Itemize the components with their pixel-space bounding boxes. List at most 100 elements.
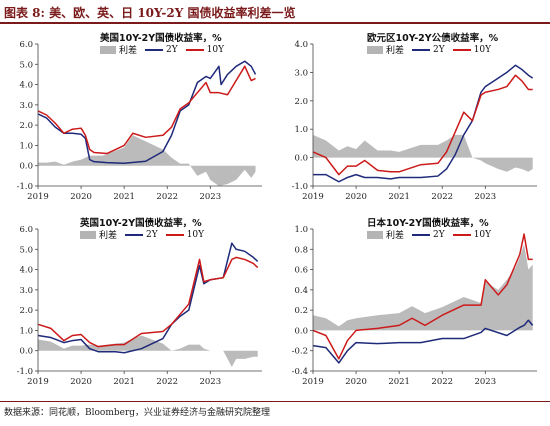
legend-label-10y: 10Y [206,44,225,55]
x-tick-label: 2022 [156,377,178,387]
x-tick-label: 2021 [388,192,410,202]
y-tick-label: 2.0 [294,97,308,107]
y-tick-label: 4.0 [294,40,308,50]
series-2y-line [312,319,534,364]
x-tick-label: 2023 [199,377,221,387]
y-tick-label: 3.0 [19,286,33,296]
legend-label-spread: 利差 [119,46,138,56]
chart-legend-eu: 利差 2Y 10Y [367,43,499,56]
x-tick-label: 2021 [113,377,135,387]
y-tick-label: 1.0 [294,225,308,235]
series-spread-area [313,134,533,172]
x-tick-label: 2020 [345,192,367,202]
legend-item-10y: 10Y [452,229,492,240]
y-tick-label: 0.0 [19,347,33,357]
x-tick-label: 2019 [27,377,49,387]
y-tick-label: 6.0 [19,40,33,50]
legend-label-10y: 10Y [473,229,492,240]
series-10y-line [37,256,259,348]
x-tick-label: 2023 [474,377,496,387]
legend-item-spread: 利差 [80,228,117,241]
y-tick-label: 1.0 [294,125,308,135]
y-tick-label: 0.8 [294,245,308,255]
legend-swatch-10y [165,233,184,236]
y-tick-label: 4.0 [19,81,33,91]
y-tick-label: 6.0 [19,225,33,235]
y-tick-label: 5.0 [19,60,33,70]
legend-label-2y: 2Y [146,229,158,240]
chart-title-jp: 日本10Y-2Y国债收益率，% [367,218,489,229]
y-tick-label: -1.0 [292,182,308,192]
legend-swatch-2y [145,48,164,51]
legend-label-2y: 2Y [433,44,445,55]
legend-item-10y: 10Y [452,44,492,55]
x-tick-label: 2020 [70,377,92,387]
legend-label-10y: 10Y [473,44,492,55]
y-tick-label: 3.0 [294,68,308,78]
series-spread-area [38,335,258,367]
chart-title-eu: 欧元区10Y-2Y公债收益率，% [367,33,499,44]
y-tick-label: 1.0 [19,141,33,151]
legend-swatch-2y [412,48,431,51]
y-tick-label: 2.0 [19,121,33,131]
series-spread-area [313,244,533,331]
y-tick-label: -0.4 [292,367,308,377]
x-tick-label: 2021 [388,377,410,387]
x-tick-label: 2019 [302,192,324,202]
series-10y-line [312,74,533,176]
x-tick-label: 2020 [345,377,367,387]
legend-label-2y: 2Y [433,229,445,240]
legend-label-2y: 2Y [166,44,178,55]
legend-label-spread: 利差 [386,231,405,241]
series-10y-line [312,233,533,360]
y-tick-label: 0.0 [294,154,308,164]
y-tick-label: 2.0 [19,306,33,316]
legend-item-2y: 2Y [412,230,445,240]
y-tick-label: 0.4 [294,286,308,296]
chart-title-uk: 英国10Y-2Y国债收益率，% [80,218,202,229]
legend-swatch-10y [452,48,471,51]
legend-swatch-10y [185,48,204,51]
legend-item-spread: 利差 [100,43,137,56]
x-tick-label: 2023 [474,192,496,202]
source-rule [0,401,550,402]
x-tick-label: 2023 [199,192,221,202]
legend-swatch-spread [100,45,116,54]
chart-legend-uk: 利差 2Y 10Y [80,228,212,241]
y-tick-label: 1.0 [19,326,33,336]
y-tick-label: 0.6 [294,266,308,276]
legend-item-spread: 利差 [367,228,404,241]
chart-panel-jp: 1.0 0.8 0.6 0.4 0.2 0.0 -0.2 -0.4 2019 2020 2021 20… [275,213,550,401]
x-tick-label: 2022 [431,192,453,202]
legend-item-10y: 10Y [185,44,225,55]
y-tick-label: 4.0 [19,266,33,276]
legend-swatch-spread [80,230,96,239]
y-tick-label: -1.0 [17,367,33,377]
title-rule [0,22,550,24]
series-10y-line [37,65,256,155]
legend-swatch-spread [367,230,383,239]
y-tick-label: 5.0 [19,245,33,255]
x-tick-label: 2019 [302,377,324,387]
legend-swatch-2y [125,233,144,236]
legend-swatch-2y [412,233,431,236]
legend-item-2y: 2Y [145,45,178,55]
y-tick-label: 3.0 [19,101,33,111]
x-tick-label: 2022 [156,192,178,202]
legend-item-spread: 利差 [367,43,404,56]
chart-legend-jp: 利差 2Y 10Y [367,228,499,241]
x-tick-label: 2020 [70,192,92,202]
legend-label-10y: 10Y [186,229,205,240]
legend-item-2y: 2Y [125,230,158,240]
chart-panel-uk: 6.0 5.0 4.0 3.0 2.0 1.0 0.0 -1.0 2019 2020 2021 202… [0,213,275,401]
y-tick-label: -0.2 [292,347,308,357]
y-tick-label: 0.2 [294,306,308,316]
chart-title-us: 美国10Y-2Y国债收益率，% [100,33,222,44]
y-tick-label: 0.0 [19,162,33,172]
y-tick-label: 0.0 [294,326,308,336]
legend-swatch-10y [452,233,471,236]
